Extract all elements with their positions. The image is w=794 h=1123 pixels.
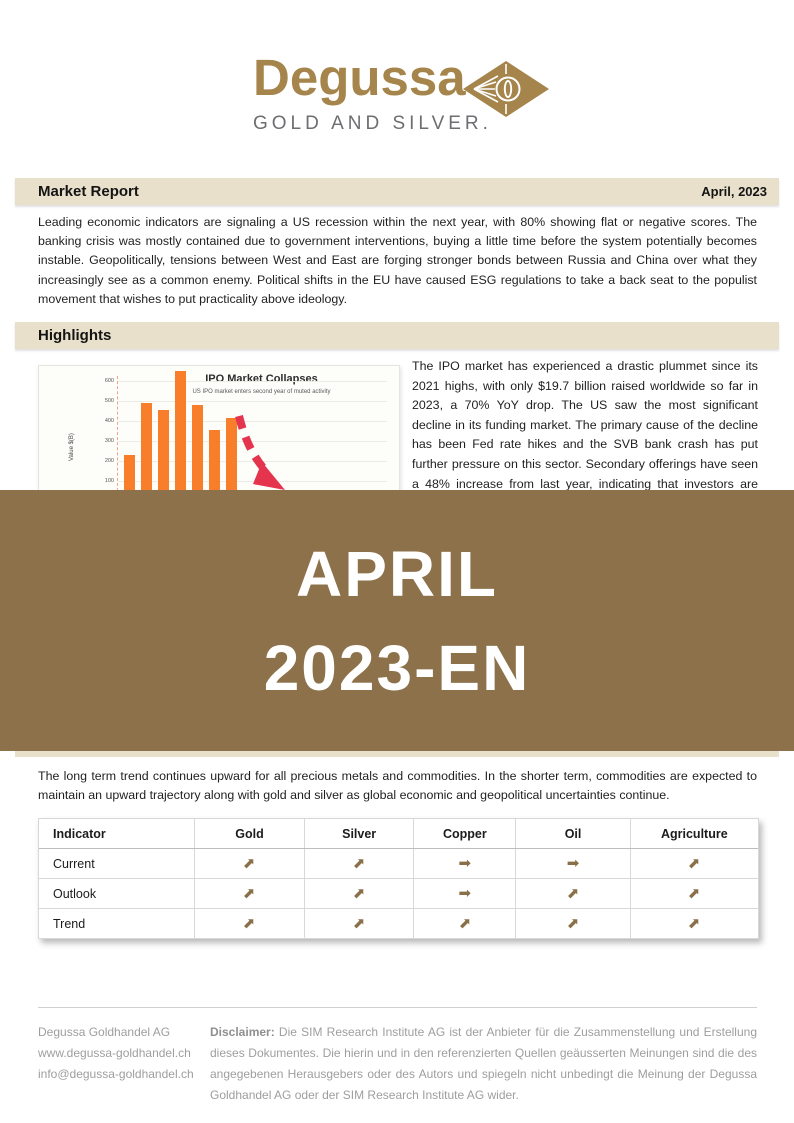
chart-gridline (118, 481, 387, 482)
trend-flat-arrow-icon: ➡ (458, 854, 472, 872)
logo-brand-text: Degussa (253, 49, 466, 106)
indicator-cell: ➡ (195, 879, 306, 908)
chart-subtitle: US IPO market enters second year of mute… (192, 389, 331, 395)
trend-up-arrow-icon: ➡ (347, 882, 370, 904)
indicator-cell: ➡ (414, 879, 517, 908)
downtrend-arrow-icon (229, 412, 289, 502)
intro-paragraph: Leading economic indicators are signalin… (38, 215, 757, 306)
chart-y-tick-label: 300 (104, 438, 114, 444)
edition-overlay-banner: APRIL 2023-EN (0, 490, 794, 751)
footer-divider (38, 1007, 757, 1008)
indicator-cell: ➡ (305, 909, 415, 938)
indicator-cell: ➡ (516, 849, 631, 878)
chart-y-tick-label: 500 (104, 398, 114, 404)
indicator-cell: ➡ (414, 849, 517, 878)
overlay-month: APRIL (296, 537, 498, 610)
chart-y-tick-label: 100 (104, 478, 114, 484)
footer-company: Degussa Goldhandel AG (38, 1025, 171, 1039)
row-label: Current (39, 849, 196, 878)
trend-up-arrow-icon: ➡ (347, 912, 370, 934)
degussa-diamond-icon (462, 60, 550, 123)
chart-bar (141, 403, 152, 561)
trend-up-arrow-icon: ➡ (561, 912, 584, 934)
footer-email-link[interactable]: info@degussa-goldhandel.ch (38, 1067, 194, 1081)
market-report-header-bar: Market Report April, 2023 (15, 178, 779, 205)
chart-bar (226, 418, 237, 561)
chart-gridline (118, 421, 387, 422)
table-row: Trend ➡ ➡ ➡ ➡ ➡ (39, 909, 758, 938)
table-header-cell: Oil (516, 819, 631, 848)
indicator-cell: ➡ (631, 909, 758, 938)
chart-bar (158, 410, 169, 561)
trend-up-arrow-icon: ➡ (238, 882, 260, 904)
table-header-cell: Gold (195, 819, 306, 848)
logo-tagline-text: GOLD AND SILVER. (253, 113, 492, 134)
chart-y-tick-label: 600 (104, 378, 114, 384)
indicator-cell: ➡ (305, 849, 415, 878)
overlay-year-lang: 2023-EN (263, 631, 531, 704)
trend-up-arrow-icon: ➡ (683, 882, 705, 904)
indicator-table: Indicator Gold Silver Copper Oil Agriculture C… (38, 818, 759, 939)
trend-flat-arrow-icon: ➡ (458, 884, 472, 902)
chart-title: IPO Market Collapses (205, 373, 318, 385)
disclaimer-label: Disclaimer: (210, 1025, 275, 1039)
chart-gridline (118, 441, 387, 442)
indicator-cell: ➡ (195, 909, 306, 938)
trend-up-arrow-icon: ➡ (238, 852, 260, 874)
table-row: Outlook ➡ ➡ ➡ ➡ ➡ (39, 879, 758, 909)
chart-y-tick-label: 200 (104, 458, 114, 464)
indicator-cell: ➡ (305, 879, 415, 908)
trend-up-arrow-icon: ➡ (347, 852, 370, 874)
trend-flat-arrow-icon: ➡ (566, 854, 580, 872)
outlook-paragraph: The long term trend continues upward for… (38, 769, 757, 803)
indicator-cell: ➡ (516, 909, 631, 938)
chart-bar (192, 405, 203, 561)
table-header-row: Indicator Gold Silver Copper Oil Agriculture (39, 819, 758, 849)
table-header-cell: Agriculture (660, 826, 728, 841)
table-header-cell: Indicator (39, 819, 196, 848)
page-title: Market Report (38, 183, 139, 200)
trend-up-arrow-icon: ➡ (453, 912, 476, 934)
table-row: Current ➡ ➡ ➡ ➡ ➡ (39, 849, 758, 879)
trend-up-arrow-icon: ➡ (683, 912, 705, 934)
indicator-cell: ➡ (414, 909, 517, 938)
report-date: April, 2023 (701, 184, 767, 199)
indicator-cell: ➡ (195, 849, 306, 878)
chart-y-axis-spine (117, 376, 118, 491)
section-bar-remnant (15, 751, 779, 757)
table-header-cell: Silver (305, 819, 415, 848)
indicator-cell: ➡ (631, 879, 758, 908)
footer-disclaimer: Disclaimer: Die SIM Research Institute A… (210, 1022, 757, 1106)
highlights-title: Highlights (38, 327, 112, 344)
chart-gridline (118, 401, 387, 402)
footer-website-link[interactable]: www.degussa-goldhandel.ch (38, 1046, 191, 1060)
indicator-cell: ➡ (516, 879, 631, 908)
trend-up-arrow-icon: ➡ (561, 882, 584, 904)
chart-gridline (118, 461, 387, 462)
degussa-logo: Degussa GOLD AND SILVER. (253, 52, 492, 135)
row-label: Outlook (39, 879, 196, 908)
trend-up-arrow-icon: ➡ (238, 912, 260, 934)
chart-gridline (118, 381, 387, 382)
chart-y-tick-label: 400 (104, 418, 114, 424)
footer-contact-block: Degussa Goldhandel AG www.degussa-goldha… (38, 1022, 208, 1085)
chart-y-axis-label: Value $(B) (69, 433, 75, 461)
highlights-header-bar: Highlights (15, 322, 779, 349)
table-header-cell: Copper (414, 819, 517, 848)
row-label: Trend (39, 909, 196, 938)
chart-bar (175, 371, 186, 561)
trend-up-arrow-icon: ➡ (683, 852, 705, 874)
indicator-cell: ➡ (631, 849, 758, 878)
disclaimer-text: Die SIM Research Institute AG ist der An… (210, 1025, 757, 1102)
